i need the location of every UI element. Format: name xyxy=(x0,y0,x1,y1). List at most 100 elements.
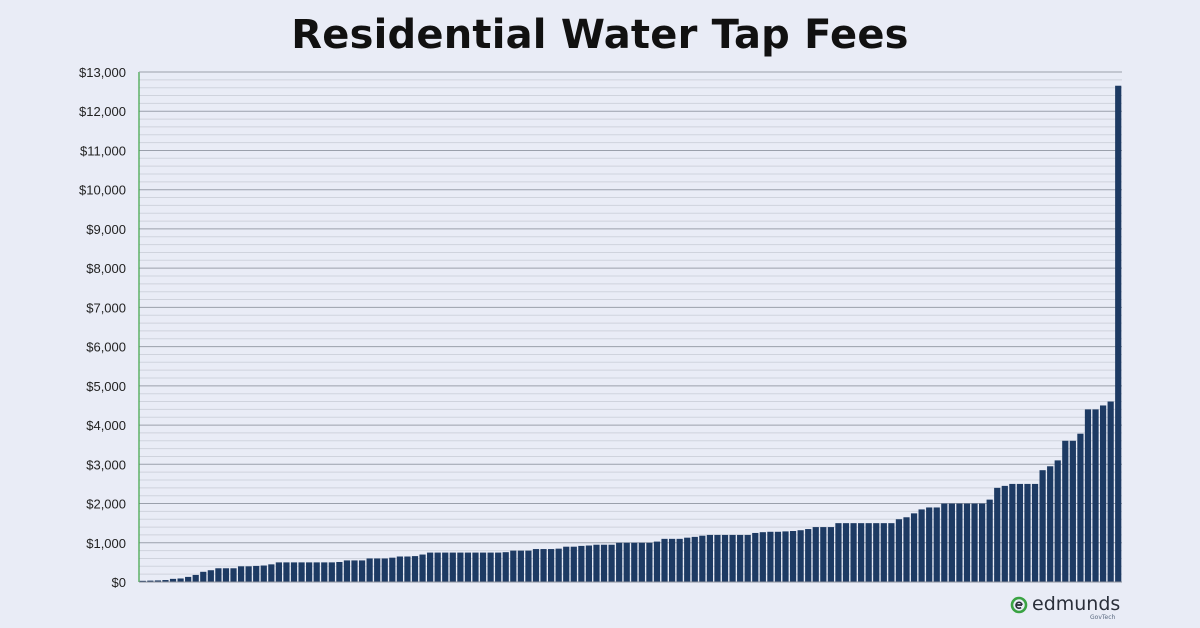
bar xyxy=(623,542,630,582)
bar xyxy=(1047,466,1054,582)
bar xyxy=(358,560,366,582)
bar xyxy=(1092,409,1099,582)
bar xyxy=(956,503,963,582)
bar xyxy=(994,487,1001,582)
chart-title: Residential Water Tap Fees xyxy=(291,12,909,58)
bar xyxy=(555,548,562,582)
bar-series xyxy=(139,85,1122,582)
bar xyxy=(532,549,540,582)
bar xyxy=(948,503,955,582)
bar xyxy=(169,578,177,582)
bar xyxy=(646,542,653,582)
bar xyxy=(200,571,207,582)
y-tick-label: $10,000 xyxy=(79,183,126,198)
bar xyxy=(389,557,396,582)
bar xyxy=(676,538,683,582)
bar xyxy=(767,531,774,582)
bar xyxy=(192,574,199,582)
bar xyxy=(699,535,706,582)
y-tick-label: $6,000 xyxy=(86,340,126,355)
bar xyxy=(820,527,827,582)
bar xyxy=(404,556,411,582)
bar xyxy=(374,558,381,582)
bar xyxy=(691,536,698,582)
y-tick-label: $0 xyxy=(112,575,126,590)
bar xyxy=(971,503,978,582)
bar xyxy=(502,552,509,582)
bar xyxy=(495,552,502,582)
bar xyxy=(290,562,298,582)
bar xyxy=(434,552,441,582)
bar xyxy=(185,576,192,582)
y-tick-label: $4,000 xyxy=(86,418,126,433)
bar xyxy=(653,541,661,582)
bar xyxy=(222,568,230,582)
bar xyxy=(230,568,237,582)
y-tick-label: $11,000 xyxy=(80,143,126,158)
bar xyxy=(668,538,676,582)
bar xyxy=(661,538,668,582)
bar xyxy=(842,523,850,582)
bar xyxy=(1069,440,1076,582)
bar xyxy=(366,558,373,582)
bar xyxy=(343,560,351,582)
bar xyxy=(631,542,638,582)
bar xyxy=(411,556,419,582)
bar xyxy=(774,531,782,582)
bar xyxy=(744,534,751,582)
bar xyxy=(1107,401,1114,582)
bar xyxy=(585,545,593,582)
bar xyxy=(1100,405,1107,582)
bar xyxy=(616,542,623,582)
bar xyxy=(237,566,245,582)
bar xyxy=(729,534,736,582)
bar xyxy=(782,531,789,582)
bar xyxy=(1031,483,1039,582)
bar xyxy=(427,552,434,582)
bar xyxy=(540,549,547,582)
brand-logo: edmunds GovTech xyxy=(1010,593,1130,624)
bar xyxy=(858,523,865,582)
brand-subtitle: GovTech xyxy=(1090,614,1116,621)
edmunds-logo-icon xyxy=(1010,596,1028,614)
bar xyxy=(245,566,252,582)
bar xyxy=(910,513,918,582)
bar xyxy=(298,562,305,582)
bar xyxy=(419,554,426,582)
y-tick-label: $5,000 xyxy=(86,379,126,394)
y-tick-label: $3,000 xyxy=(86,457,126,472)
y-tick-label: $13,000 xyxy=(79,65,126,80)
bar xyxy=(865,523,872,582)
bar xyxy=(933,507,940,582)
bar xyxy=(321,562,328,582)
bar xyxy=(396,556,403,582)
bar xyxy=(207,570,214,582)
brand-name: edmunds xyxy=(1032,593,1121,615)
bar xyxy=(570,546,577,582)
bar xyxy=(835,523,842,582)
axes xyxy=(138,71,1122,583)
bar xyxy=(706,534,713,582)
bar xyxy=(737,534,744,582)
bar xyxy=(1084,409,1092,582)
bar xyxy=(827,527,834,582)
bar xyxy=(880,523,887,582)
bar xyxy=(487,552,494,582)
bar xyxy=(306,562,313,582)
bar xyxy=(638,542,645,582)
bar xyxy=(510,550,517,582)
bar xyxy=(789,531,797,582)
bar xyxy=(253,565,260,582)
bar xyxy=(963,503,971,582)
bar xyxy=(608,544,615,582)
bar xyxy=(464,552,472,582)
bar xyxy=(1054,460,1061,582)
bar xyxy=(548,549,555,582)
bar xyxy=(472,552,479,582)
major-gridlines xyxy=(139,71,1122,544)
bar xyxy=(351,560,358,582)
bar xyxy=(805,529,812,582)
bar xyxy=(1077,433,1084,582)
bar xyxy=(1009,483,1016,582)
